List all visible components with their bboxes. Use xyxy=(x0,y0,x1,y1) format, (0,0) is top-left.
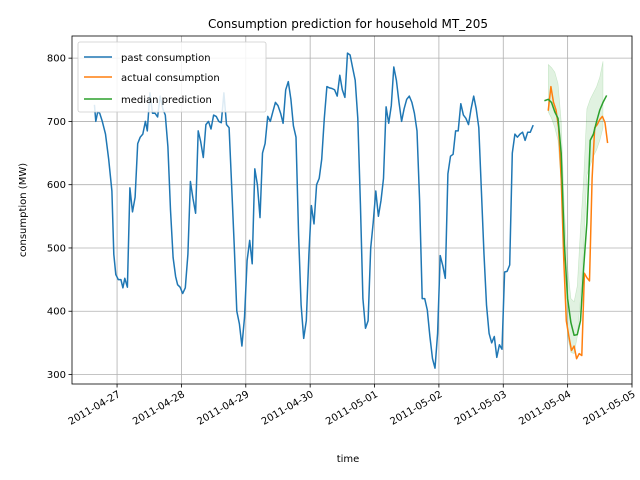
x-tick-label: 2011-05-03 xyxy=(453,389,509,428)
x-tick-label: 2011-05-04 xyxy=(517,389,573,428)
x-axis-ticks: 2011-04-27 2011-04-28 2011-04-29 2011-04-30… xyxy=(67,384,638,428)
chart-title: Consumption prediction for household MT_… xyxy=(208,17,488,31)
x-tick-label: 2011-05-05 xyxy=(582,389,638,428)
x-tick-label: 2011-04-28 xyxy=(131,389,187,428)
past-consumption-line xyxy=(93,52,534,369)
y-tick-label: 400 xyxy=(47,307,66,318)
y-tick-label: 300 xyxy=(47,370,66,381)
x-tick-label: 2011-04-29 xyxy=(195,389,251,428)
x-tick-label: 2011-05-01 xyxy=(324,389,380,428)
plot-frame xyxy=(71,35,633,385)
y-tick-label: 600 xyxy=(47,180,66,191)
median-prediction-line xyxy=(544,95,608,337)
x-axis-label: time xyxy=(337,454,360,465)
y-axis-label: consumption (MW) xyxy=(18,163,29,257)
legend-label-median: median prediction xyxy=(121,95,212,106)
prediction-band xyxy=(547,61,604,355)
legend-label-past: past consumption xyxy=(121,53,211,64)
legend-box xyxy=(77,41,267,113)
prediction-interval-band xyxy=(547,61,604,355)
legend: past consumption actual consumption medi… xyxy=(77,41,267,113)
legend-label-actual: actual consumption xyxy=(121,73,220,84)
x-tick-label: 2011-04-27 xyxy=(67,389,123,428)
y-tick-label: 700 xyxy=(47,117,66,128)
y-axis-ticks: 300 400 500 600 700 800 xyxy=(47,54,72,381)
y-tick-label: 800 xyxy=(47,54,66,65)
series-layer xyxy=(93,52,609,369)
x-tick-label: 2011-05-02 xyxy=(389,389,445,428)
y-tick-label: 500 xyxy=(47,243,66,254)
x-tick-label: 2011-04-30 xyxy=(260,389,316,428)
